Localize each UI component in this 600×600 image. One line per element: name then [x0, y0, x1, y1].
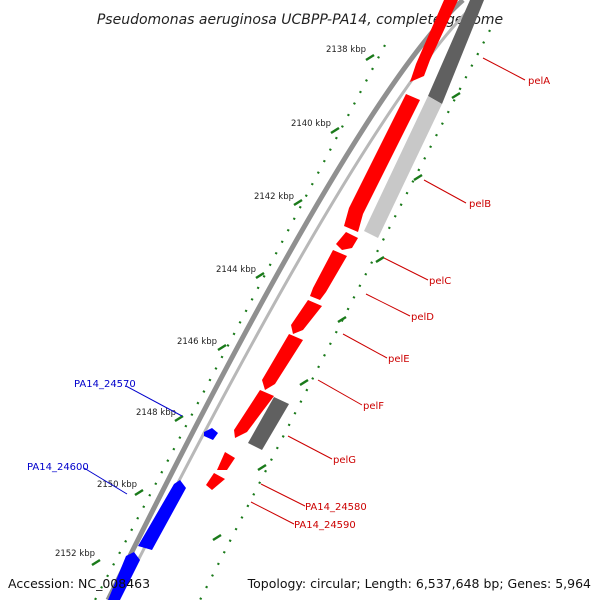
tick-label: 2140 kbp [291, 119, 331, 129]
gene-label-pelC: pelC [429, 276, 451, 287]
tick-label: 2152 kbp [55, 549, 95, 559]
orf-feature [248, 397, 289, 450]
gene-blue-bottom [108, 552, 140, 600]
gene-label-PA14_24590: PA14_24590 [294, 520, 356, 531]
gene-PA14_24570 [204, 428, 218, 440]
orf-feature [364, 96, 442, 238]
gene-label-pelG: pelG [333, 455, 356, 466]
forward-genes [206, 0, 458, 490]
gene-pelE [291, 300, 322, 334]
map-title: Pseudomonas aeruginosa UCBPP-PA14, compl… [97, 12, 503, 28]
orf-track [248, 0, 484, 450]
backbone-inner [116, 0, 481, 600]
tick-label: 2148 kbp [136, 408, 176, 418]
tick-label: 2138 kbp [326, 45, 366, 55]
gene-labels: pelA pelB pelC pelD pelE pelF pelG PA14_… [27, 76, 550, 531]
tick-label: 2146 kbp [177, 337, 217, 347]
gene-pelF [262, 334, 303, 390]
gene-PA14_24580 [217, 452, 235, 470]
gene-pelB [344, 94, 420, 232]
gene-pelC [336, 232, 358, 250]
tick-label: 2150 kbp [97, 480, 137, 490]
orf-feature [428, 0, 484, 104]
tick-track-outer [94, 44, 386, 600]
gene-label-PA14_24600: PA14_24600 [27, 462, 89, 473]
gene-pelG [234, 390, 274, 438]
gene-label-PA14_24570: PA14_24570 [74, 379, 136, 390]
label-leaders [83, 57, 526, 525]
gene-label-pelD: pelD [411, 312, 434, 323]
gene-label-pelB: pelB [469, 199, 491, 210]
tick-labels: 2138 kbp 2140 kbp 2142 kbp 2144 kbp 2146… [55, 45, 366, 559]
gene-pelD [310, 250, 347, 300]
gene-PA14_24590 [206, 473, 225, 490]
gene-label-pelF: pelF [363, 401, 384, 412]
gene-pelA [410, 0, 458, 82]
gene-label-pelA: pelA [528, 76, 550, 87]
gene-PA14_24600 [138, 480, 186, 550]
tick-track-inner [199, 29, 491, 600]
reverse-genes [108, 428, 218, 600]
gene-label-PA14_24580: PA14_24580 [305, 502, 367, 513]
major-ticks [91, 53, 461, 567]
genome-stats-text: Topology: circular; Length: 6,537,648 bp… [247, 576, 591, 591]
tick-label: 2144 kbp [216, 265, 256, 275]
gene-label-pelE: pelE [388, 354, 410, 365]
accession-text: Accession: NC_008463 [8, 576, 151, 591]
tick-label: 2142 kbp [254, 192, 294, 202]
